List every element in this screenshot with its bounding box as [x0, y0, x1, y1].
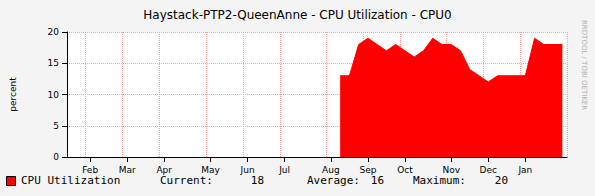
svg-text:Maximum:: Maximum:: [413, 174, 466, 187]
svg-text:Jul: Jul: [278, 165, 290, 175]
svg-text:20: 20: [48, 27, 60, 37]
svg-text:Jan: Jan: [517, 165, 532, 175]
svg-text:Feb: Feb: [82, 165, 98, 175]
svg-text:Oct: Oct: [397, 165, 413, 175]
svg-text:Dec: Dec: [480, 165, 497, 175]
svg-text:15: 15: [48, 58, 59, 68]
svg-text:Jun: Jun: [240, 165, 255, 175]
svg-text:18: 18: [251, 174, 264, 187]
svg-text:10: 10: [48, 90, 60, 100]
svg-text:Haystack-PTP2-QueenAnne - CPU: Haystack-PTP2-QueenAnne - CPU Utilizatio…: [143, 8, 451, 22]
svg-text:CPU Utilization: CPU Utilization: [21, 174, 120, 187]
svg-text:Apr: Apr: [156, 165, 172, 175]
svg-text:RRDTOOL / TOBI OETIKER: RRDTOOL / TOBI OETIKER: [580, 20, 588, 110]
svg-text:Aug: Aug: [322, 165, 340, 175]
svg-text:May: May: [201, 165, 220, 175]
svg-text:Mar: Mar: [119, 165, 136, 175]
svg-text:5: 5: [53, 121, 59, 131]
svg-text:Nov: Nov: [442, 165, 460, 175]
svg-text:Current:: Current:: [160, 174, 213, 187]
svg-text:16: 16: [371, 174, 384, 187]
svg-text:20: 20: [495, 174, 508, 187]
svg-text:0: 0: [53, 152, 59, 162]
svg-text:Sep: Sep: [359, 165, 376, 175]
svg-text:Average:: Average:: [307, 174, 360, 187]
svg-text:percent: percent: [8, 77, 18, 112]
